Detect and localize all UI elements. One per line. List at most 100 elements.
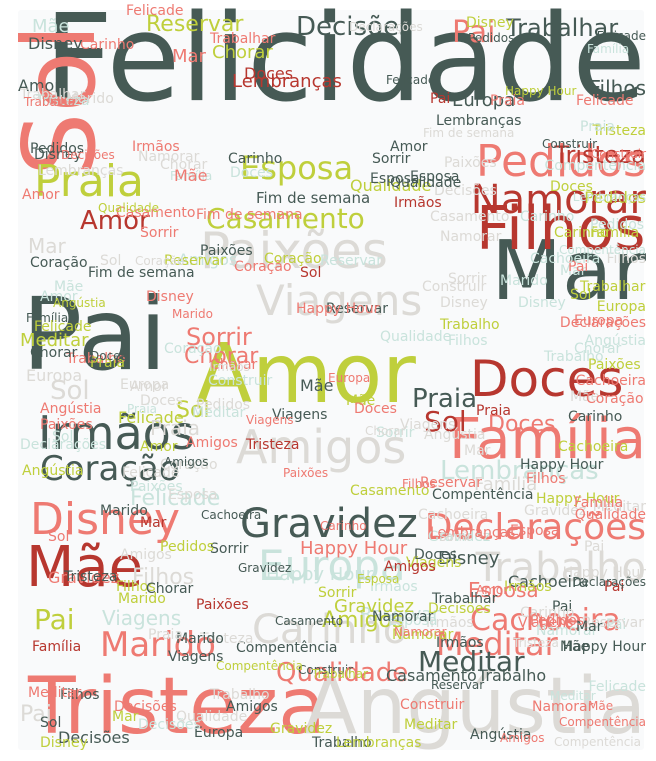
word-carinho: Carinho — [568, 409, 623, 425]
word-praia: Praia — [476, 403, 511, 419]
word-reservar: Reservar — [320, 253, 382, 269]
word-compentencia: Compentência — [554, 735, 641, 749]
word-trabalho: Trabalho — [210, 687, 270, 703]
word-paixoes: Paixões — [200, 243, 253, 259]
word-pai: Pai — [34, 603, 75, 636]
word-esposa: Esposa — [168, 487, 218, 503]
word-familia: Família — [474, 474, 538, 495]
word-pai: Pai — [452, 15, 496, 50]
word-marido: Marido — [172, 307, 213, 321]
word-qualidade: Qualidade — [380, 329, 452, 345]
word-fim-de-semana: Fim de semana — [88, 265, 195, 281]
word-irmaos: Irmãos — [370, 579, 418, 595]
word-compentencia: Compentência — [216, 659, 303, 673]
word-reservar: Reservar — [360, 604, 440, 625]
word-sol: Sol — [52, 429, 74, 445]
word-felicade: Felicade — [34, 319, 92, 335]
word-praia: Praia — [412, 384, 477, 414]
word-marido: Marido — [118, 591, 166, 607]
word-decisoes: Decisões — [296, 12, 413, 42]
word-lembrancas: Lembranças — [232, 71, 342, 92]
word-pai: Pai — [568, 259, 589, 275]
word-viagens: Viagens — [272, 407, 328, 423]
word-happy-hour: Happy Hour — [562, 639, 646, 655]
word-europa: Europa — [596, 299, 646, 315]
word-meditar: Meditar — [436, 625, 558, 663]
word-compentencia: Compentência — [236, 640, 338, 656]
word-coracao: Coração — [30, 255, 88, 271]
word-mae: Mãe — [300, 376, 334, 395]
word-decisoes: Decisões — [434, 183, 497, 199]
word-disney: Disney — [28, 34, 83, 53]
word-pai: Pai — [20, 702, 52, 727]
word-tristeza: Tristeza — [200, 631, 254, 647]
word-esposa: Esposa — [510, 523, 560, 539]
word-angustia: Angústia — [22, 463, 84, 479]
word-viagens: Viagens — [256, 276, 423, 325]
word-esposa: Esposa — [370, 171, 420, 187]
word-mar: Mar — [172, 46, 206, 67]
word-irmaos: Irmãos — [426, 615, 474, 631]
word-pedidos: Pedidos — [30, 141, 85, 157]
word-chorar: Chorar — [574, 341, 622, 357]
word-namorar: Namorar — [372, 609, 434, 625]
word-declaracoes: Declarações — [559, 315, 646, 331]
word-paixoes: Paixões — [40, 417, 93, 433]
word-mae: Mãe — [26, 535, 144, 600]
word-paixoes: Paixões — [130, 479, 183, 495]
word-decisoes: Decisões — [58, 728, 130, 747]
word-irmaos: Irmãos — [436, 635, 484, 651]
word-chorar: Chorar — [210, 357, 258, 373]
word-happy-hour: Happy Hour — [266, 564, 374, 585]
word-meditar: Meditar — [550, 689, 596, 703]
word-amor: Amor — [476, 583, 509, 597]
word-qualidade: Qualidade — [98, 201, 160, 215]
word-sorrir: Sorrir — [186, 323, 252, 351]
word-namorar: Namorar — [394, 625, 447, 639]
word-sol: Sol — [48, 529, 70, 545]
word-esposa: Esposa — [388, 613, 438, 629]
word-carinho: Carinho — [554, 225, 609, 241]
word-meditar: Meditar — [28, 685, 82, 701]
word-doces: Doces — [140, 393, 183, 409]
word-chorar: Chorar — [160, 157, 208, 173]
word-praia: Praia — [150, 416, 200, 440]
word-sol: Sol — [570, 287, 592, 303]
word-filhos: Filhos — [589, 76, 647, 100]
word-construir: Construir — [208, 373, 273, 389]
word-pedidos: Pedidos — [160, 539, 215, 555]
word-praia: Praia — [90, 355, 125, 371]
word-namorar: Namorar — [392, 627, 454, 643]
word-familia: Família — [449, 407, 646, 472]
word-amor: Amor — [22, 187, 60, 203]
word-viagens: Viagens — [246, 413, 294, 427]
word-coracao: Coração — [164, 341, 222, 357]
word-sorrir: Sorrir — [210, 541, 249, 557]
word-coracao: Coração — [135, 254, 185, 268]
word-amigos: Amigos — [236, 420, 407, 474]
word-pai: Pai — [604, 579, 625, 595]
word-compentencia: Compentência — [559, 243, 646, 257]
word-lembrancas: Lembranças — [440, 456, 599, 486]
word-compentencia: Compentência — [544, 158, 647, 174]
word-chorar: Chorar — [146, 581, 194, 597]
word-trabalho: Trabalho — [440, 317, 500, 333]
word-declaracoes: Declarações — [349, 20, 423, 34]
word-paixoes: Paixões — [283, 466, 329, 480]
word-praia: Praia — [148, 627, 183, 643]
word-namorar: Namorar — [138, 149, 200, 165]
word-pai: Pai — [584, 539, 605, 555]
word-sorrir: Sorrir — [140, 225, 179, 241]
word-reservar: Reservar — [146, 12, 244, 37]
word-coracao: Coração — [40, 449, 180, 489]
word-namorar: Namorar — [440, 229, 502, 245]
word-fim-de-semana: Fim de semana — [256, 189, 371, 207]
word-filhos: Filhos — [606, 251, 646, 267]
word-irmaos: Irmãos — [38, 406, 195, 460]
word-felicade: Felicade — [126, 3, 184, 19]
word-marido: Marido — [100, 625, 216, 665]
word-doces: Doces — [550, 179, 593, 195]
word-amor: Amor — [18, 76, 61, 95]
word-cachoeira: Cachoeira — [418, 507, 489, 523]
word-decisoes: Decisões — [114, 699, 177, 715]
